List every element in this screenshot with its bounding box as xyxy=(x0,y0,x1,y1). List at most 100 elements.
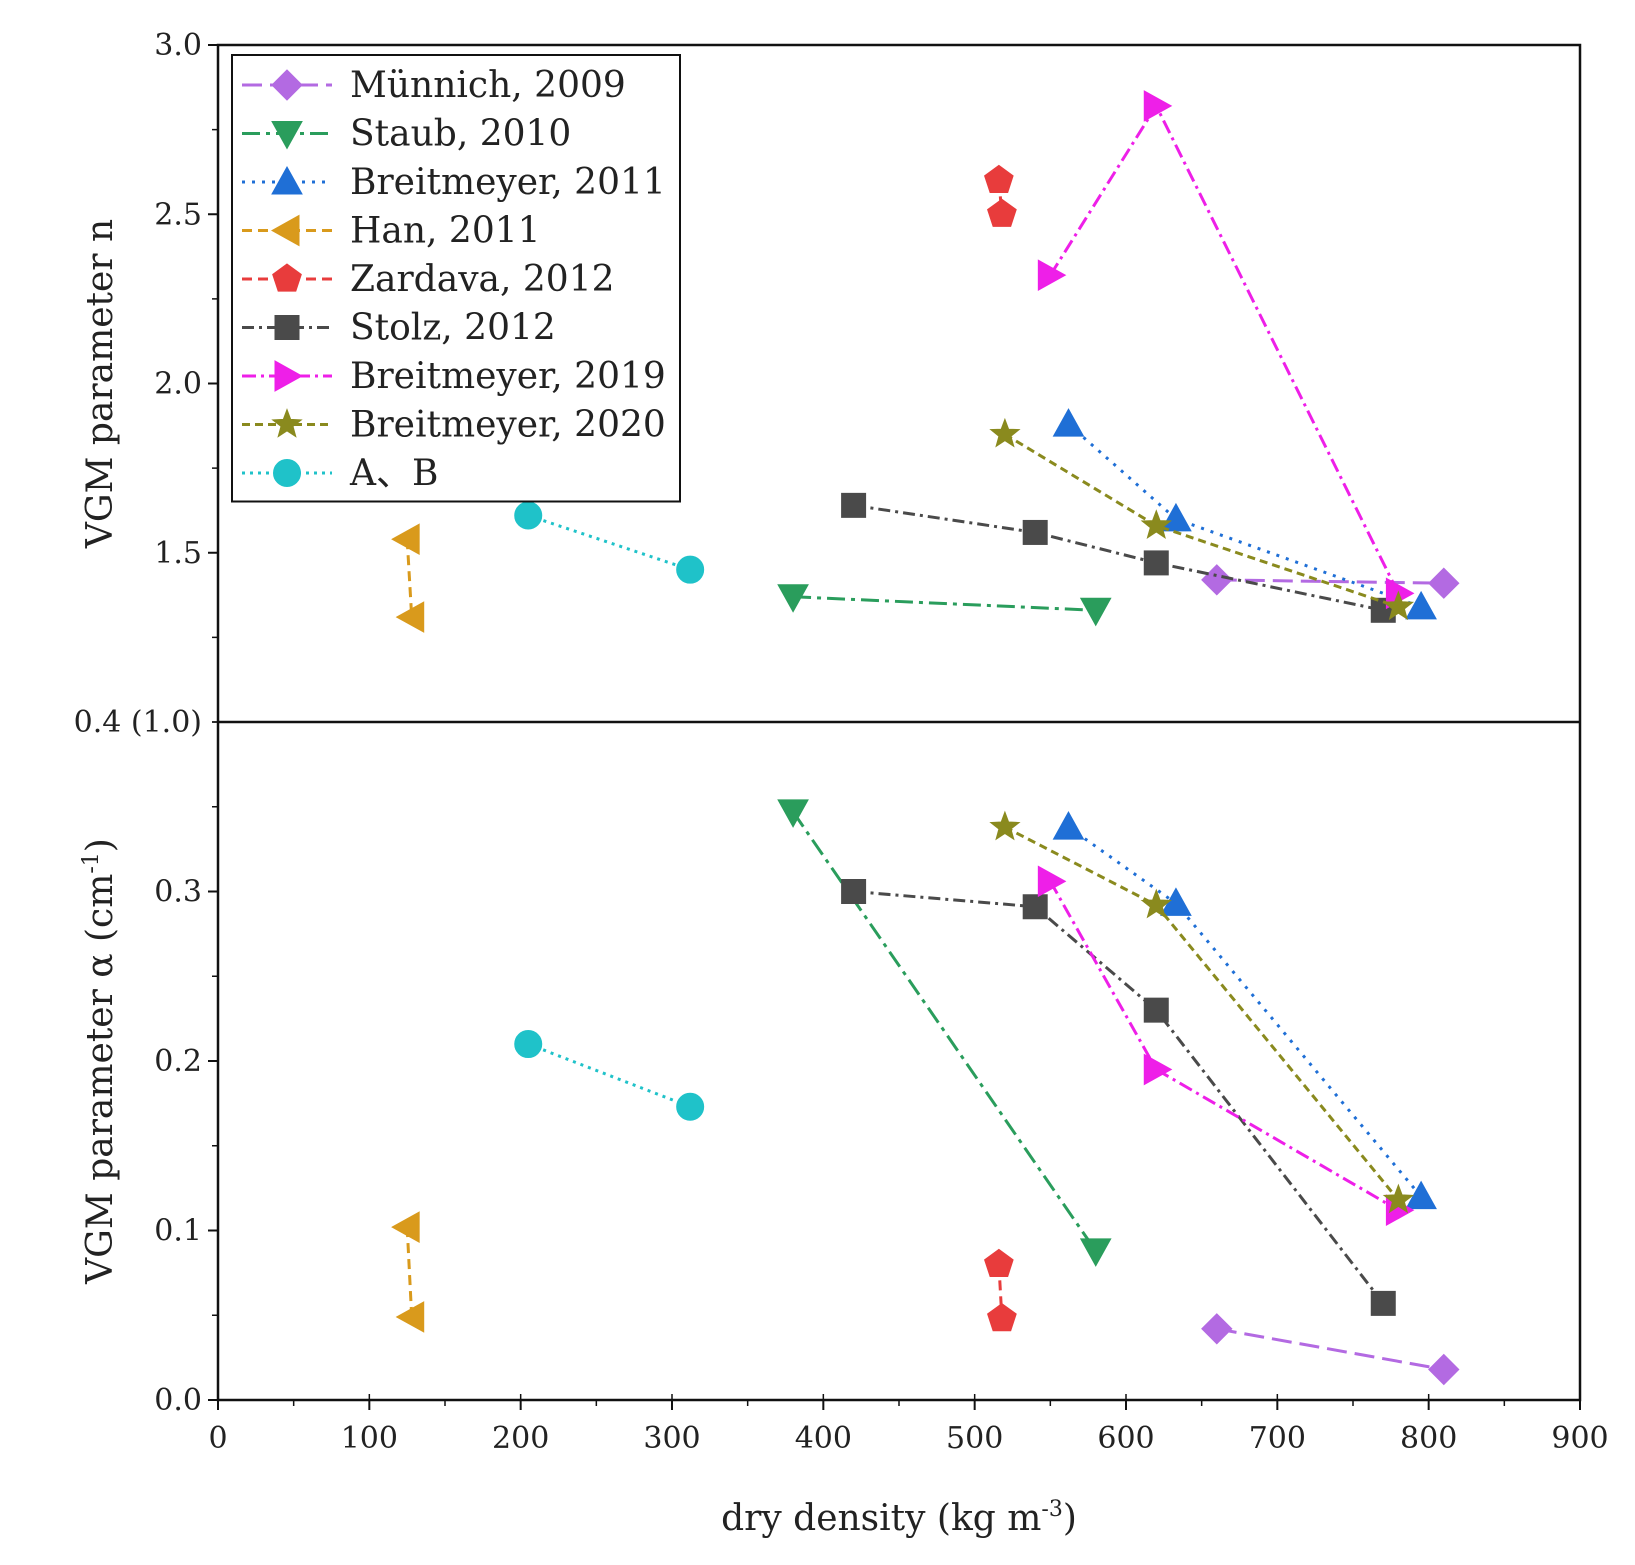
x-tick-label: 200 xyxy=(492,1421,549,1456)
legend-item: Zardava, 2012 xyxy=(242,259,615,300)
x-tick-label: 600 xyxy=(1097,1421,1154,1456)
y-tick-label: 3.0 xyxy=(154,28,202,63)
series-1-alpha xyxy=(777,799,1112,1267)
data-point xyxy=(391,523,420,556)
y-tick-label: 2.0 xyxy=(154,367,202,402)
x-tick-label: 700 xyxy=(1249,1421,1306,1456)
series-6-alpha xyxy=(1037,865,1415,1227)
series-5-alpha xyxy=(841,879,1396,1316)
data-point xyxy=(1079,597,1112,627)
data-point xyxy=(514,501,543,530)
y-axis-title-alpha: VGM parameter α (cm-1) xyxy=(79,838,121,1285)
data-point xyxy=(1052,811,1085,840)
series-line xyxy=(1216,578,1444,585)
series-8-n xyxy=(514,501,705,584)
legend-marker xyxy=(270,214,300,247)
data-point xyxy=(984,164,1014,193)
series-7-n xyxy=(989,417,1415,621)
data-point xyxy=(1037,259,1067,292)
legend-item: A、B xyxy=(242,453,438,494)
series-line xyxy=(405,539,414,618)
legend-marker xyxy=(274,315,300,340)
series-line xyxy=(527,514,691,572)
data-point xyxy=(1201,564,1233,596)
data-point xyxy=(1382,590,1415,621)
data-point xyxy=(1079,1238,1112,1267)
data-point xyxy=(841,879,867,904)
legend-item: Breitmeyer, 2020 xyxy=(242,405,666,446)
series-line xyxy=(791,810,1097,1252)
data-point xyxy=(514,1030,543,1059)
legend-item: Breitmeyer, 2019 xyxy=(242,356,666,397)
series-0-alpha xyxy=(1201,1313,1460,1386)
data-point xyxy=(1143,997,1169,1023)
legend-label: Breitmeyer, 2020 xyxy=(350,405,666,446)
data-point xyxy=(1052,408,1085,437)
series-1-n xyxy=(777,584,1112,627)
y-tick-label: 1.5 xyxy=(154,536,202,571)
legend-label: Zardava, 2012 xyxy=(350,259,615,300)
legend-marker xyxy=(271,408,303,438)
data-point xyxy=(1428,567,1460,599)
legend-label: Staub, 2010 xyxy=(350,114,571,155)
legend-marker xyxy=(273,459,301,487)
legend-marker xyxy=(274,360,304,392)
data-point xyxy=(676,1092,705,1121)
data-point xyxy=(777,584,809,613)
x-tick-label: 500 xyxy=(946,1421,1003,1456)
data-point xyxy=(1037,865,1067,898)
data-point xyxy=(989,810,1021,841)
legend-label: Breitmeyer, 2011 xyxy=(350,162,666,203)
y-tick-label: 2.5 xyxy=(154,197,202,232)
series-line xyxy=(1049,102,1400,595)
series-line xyxy=(1004,825,1400,1201)
series-line xyxy=(1216,1327,1445,1371)
x-tick-label: 400 xyxy=(795,1421,852,1456)
y-tick-label-shared: 0.4 (1.0) xyxy=(74,705,202,740)
data-point xyxy=(1140,888,1172,919)
data-point xyxy=(1143,90,1173,122)
legend-label: Münnich, 2009 xyxy=(350,65,626,106)
legend-item: Stolz, 2012 xyxy=(242,308,556,349)
legend-marker xyxy=(271,165,303,195)
data-point xyxy=(777,799,809,828)
data-point xyxy=(1382,1183,1415,1214)
data-point xyxy=(395,601,425,633)
data-point xyxy=(989,417,1021,448)
y-tick-label: 0.1 xyxy=(154,1214,202,1249)
series-line xyxy=(792,595,1096,612)
legend-item: Münnich, 2009 xyxy=(242,65,626,106)
data-point xyxy=(676,555,705,584)
data-point xyxy=(987,1302,1017,1332)
legend-label: Han, 2011 xyxy=(350,211,541,252)
x-tick-label: 100 xyxy=(341,1421,398,1456)
series-6-n xyxy=(1037,90,1415,610)
series-line xyxy=(527,1042,691,1109)
series-0-n xyxy=(1201,564,1460,599)
series-7-alpha xyxy=(989,810,1415,1214)
data-point xyxy=(1143,550,1169,576)
y-axis-title-n: VGM parameter n xyxy=(80,219,121,549)
x-tick-label: 900 xyxy=(1551,1421,1608,1456)
series-line xyxy=(1067,825,1423,1198)
legend-label: Stolz, 2012 xyxy=(350,308,556,349)
data-point xyxy=(391,1211,420,1243)
data-point xyxy=(987,198,1017,227)
data-point xyxy=(1143,1053,1173,1086)
data-point xyxy=(1022,894,1048,920)
data-point xyxy=(1160,502,1192,532)
legend-item: Staub, 2010 xyxy=(242,114,571,155)
series-4-n xyxy=(984,164,1017,227)
data-point xyxy=(1405,590,1437,620)
x-tick-label: 800 xyxy=(1400,1421,1457,1456)
series-line xyxy=(853,503,1384,612)
data-point xyxy=(984,1248,1014,1277)
x-axis-title: dry density (kg m-3) xyxy=(721,1497,1077,1539)
legend-marker xyxy=(271,69,303,101)
series-3-n xyxy=(391,523,425,633)
data-point xyxy=(1022,519,1048,545)
series-2-alpha xyxy=(1052,811,1437,1210)
series-line xyxy=(1067,422,1422,609)
data-point xyxy=(1428,1353,1460,1386)
